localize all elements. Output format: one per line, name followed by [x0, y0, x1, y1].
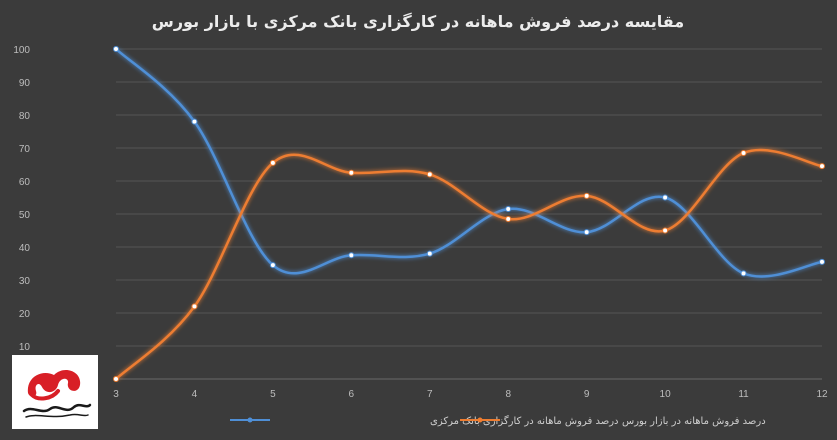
y-tick-label: 70 — [19, 144, 31, 155]
y-tick-label: 60 — [19, 177, 31, 188]
x-tick-label: 9 — [584, 389, 590, 400]
data-point-1 — [819, 163, 825, 170]
data-point-1 — [348, 169, 355, 176]
mehr-news-logo — [12, 355, 98, 429]
gridlines — [116, 48, 822, 380]
y-axis-ticks: 10 20 30 40 50 60 70 80 90 100 — [13, 45, 30, 353]
legend-marker-central-bank — [247, 417, 253, 423]
data-point-1 — [583, 192, 590, 199]
x-tick-label: 11 — [738, 389, 749, 400]
y-tick-label: 30 — [19, 276, 31, 287]
legend-label-stock-market: درصد فروش ماهانه در بازار بورس — [622, 416, 766, 427]
data-point-0 — [662, 194, 669, 201]
chart-title: مقایسه درصد فروش ماهانه در کارگزاری بانک… — [152, 12, 684, 31]
legend-item-central-bank: درصد فروش ماهانه در کارگزاری بانک مرکزی — [230, 415, 618, 427]
x-tick-label: 3 — [113, 389, 119, 400]
data-point-0 — [583, 229, 590, 236]
series-line-0 — [115, 48, 823, 278]
y-tick-label: 100 — [13, 45, 30, 56]
data-point-0 — [191, 118, 198, 125]
x-tick-label: 8 — [505, 389, 511, 400]
y-tick-label: 90 — [19, 78, 31, 89]
data-point-1 — [505, 215, 512, 222]
x-tick-label: 4 — [192, 389, 198, 400]
data-point-0 — [269, 262, 276, 269]
legend-marker-stock-market — [477, 417, 483, 423]
x-axis-ticks: 3 4 5 6 7 8 9 10 11 12 — [113, 389, 828, 400]
y-tick-label: 10 — [19, 342, 31, 353]
x-tick-label: 5 — [270, 389, 276, 400]
legend: درصد فروش ماهانه در کارگزاری بانک مرکزی … — [230, 415, 766, 427]
data-point-0 — [740, 270, 747, 277]
x-tick-label: 10 — [660, 389, 672, 400]
series-lines — [113, 46, 825, 382]
y-tick-label: 80 — [19, 111, 31, 122]
data-point-1 — [740, 149, 747, 156]
data-point-0 — [505, 206, 512, 213]
y-tick-label: 50 — [19, 210, 31, 221]
x-tick-label: 6 — [349, 389, 355, 400]
y-tick-label: 20 — [19, 309, 31, 320]
data-point-0 — [348, 252, 355, 259]
series-line-1 — [115, 148, 823, 380]
y-tick-label: 40 — [19, 243, 31, 254]
data-point-1 — [426, 171, 433, 178]
data-point-0 — [426, 250, 433, 257]
logo-mark — [18, 361, 92, 423]
data-point-1 — [269, 159, 276, 166]
x-tick-label: 7 — [427, 389, 433, 400]
data-point-0 — [819, 258, 825, 265]
x-tick-label: 12 — [816, 389, 828, 400]
data-point-0 — [113, 46, 119, 52]
legend-item-stock-market: درصد فروش ماهانه در بازار بورس — [460, 416, 766, 427]
data-point-1 — [662, 227, 669, 234]
legend-label-central-bank: درصد فروش ماهانه در کارگزاری بانک مرکزی — [430, 415, 618, 427]
data-point-1 — [113, 376, 119, 382]
data-point-1 — [191, 303, 198, 310]
